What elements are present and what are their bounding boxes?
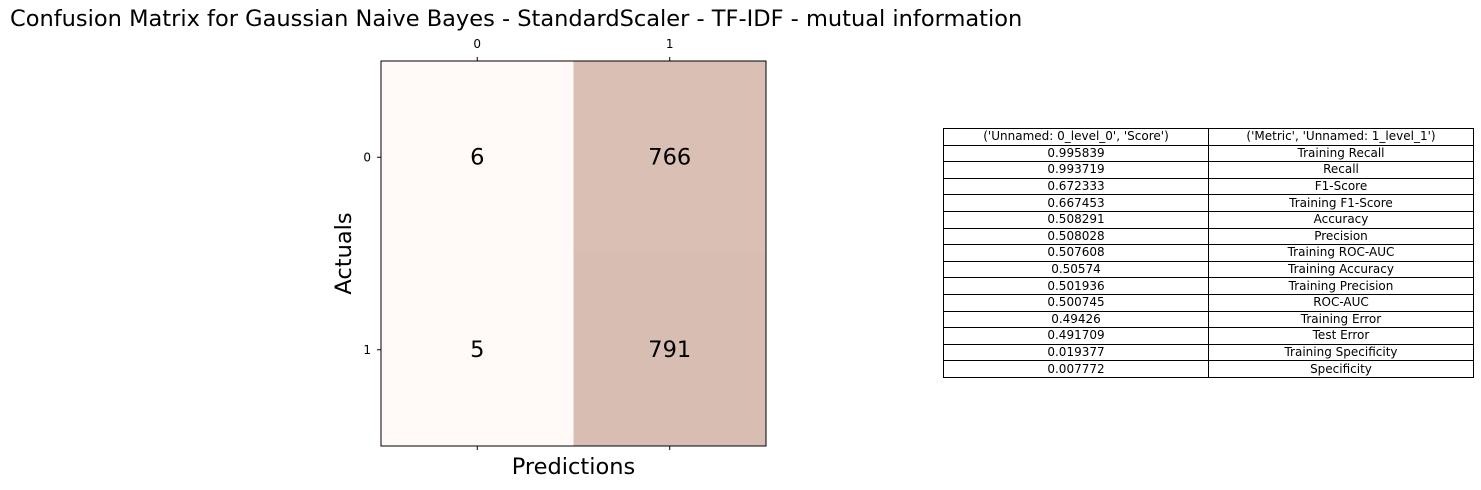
table-row: 0.007772 Specificity <box>943 360 1474 378</box>
chart-title: Confusion Matrix for Gaussian Naive Baye… <box>10 6 1023 32</box>
score-cell: 0.501936 <box>943 277 1209 295</box>
score-cell: 0.993719 <box>943 161 1209 179</box>
table-header-metric: ('Metric', 'Unnamed: 1_level_1') <box>1208 128 1474 146</box>
table-row: 0.667453 Training F1-Score <box>943 194 1474 212</box>
heatmap-cell <box>381 61 574 254</box>
metric-cell: Training Accuracy <box>1208 260 1474 279</box>
metric-cell: ROC-AUC <box>1208 293 1474 312</box>
table-row: 0.995839 Training Recall <box>943 144 1474 163</box>
metric-cell: Recall <box>1208 161 1474 179</box>
score-cell: 0.507608 <box>943 244 1209 262</box>
cell-value-label: 766 <box>648 144 691 170</box>
heatmap-cells: 6 766 5 791 <box>381 61 766 446</box>
metrics-table: ('Unnamed: 0_level_0', 'Score') ('Metric… <box>943 128 1474 378</box>
table-row: 0.501936 Training Precision <box>943 277 1474 295</box>
score-cell: 0.508291 <box>943 210 1209 229</box>
metric-cell: F1-Score <box>1208 177 1474 196</box>
y-axis-label: Actuals <box>331 212 357 294</box>
score-cell: 0.491709 <box>943 327 1209 345</box>
x-axis-label: Predictions <box>512 454 636 480</box>
cell-value-label: 5 <box>470 337 484 363</box>
metric-cell: Training Precision <box>1208 277 1474 295</box>
score-cell: 0.49426 <box>943 310 1209 329</box>
table-row: 0.49426 Training Error <box>943 310 1474 329</box>
axis-ticks: 0 1 0 1 <box>363 37 674 450</box>
x-tick-label: 1 <box>666 37 674 51</box>
metric-cell: Training Error <box>1208 310 1474 329</box>
heatmap-cell <box>573 61 766 254</box>
metric-cell: Training Recall <box>1208 144 1474 163</box>
table-row: 0.019377 Training Specificity <box>943 343 1474 362</box>
table-row: 0.993719 Recall <box>943 161 1474 179</box>
score-cell: 0.508028 <box>943 227 1209 246</box>
cell-value-label: 6 <box>470 144 484 170</box>
score-cell: 0.50574 <box>943 260 1209 279</box>
plot-frame <box>380 60 767 447</box>
metric-cell: Precision <box>1208 227 1474 246</box>
score-cell: 0.500745 <box>943 293 1209 312</box>
score-cell: 0.007772 <box>943 360 1209 378</box>
table-row: 0.491709 Test Error <box>943 327 1474 345</box>
score-cell: 0.995839 <box>943 144 1209 163</box>
metric-cell: Training Specificity <box>1208 343 1474 362</box>
table-row: 0.508291 Accuracy <box>943 210 1474 229</box>
metric-cell: Training F1-Score <box>1208 194 1474 212</box>
y-tick-label: 1 <box>363 343 371 357</box>
table-row: 0.507608 Training ROC-AUC <box>943 244 1474 262</box>
table-row: 0.500745 ROC-AUC <box>943 293 1474 312</box>
table-row: 0.672333 F1-Score <box>943 177 1474 196</box>
cell-value-label: 791 <box>648 337 691 363</box>
heatmap-cell <box>381 253 574 446</box>
confusion-matrix-chart: 6 766 5 791 0 1 0 1 Predictions Actuals <box>331 37 767 480</box>
table-row: 0.50574 Training Accuracy <box>943 260 1474 279</box>
score-cell: 0.667453 <box>943 194 1209 212</box>
x-tick-label: 0 <box>473 37 481 51</box>
table-row: 0.508028 Precision <box>943 227 1474 246</box>
metric-cell: Accuracy <box>1208 210 1474 229</box>
score-cell: 0.019377 <box>943 343 1209 362</box>
metric-cell: Test Error <box>1208 327 1474 345</box>
score-cell: 0.672333 <box>943 177 1209 196</box>
heatmap-cell <box>573 253 766 446</box>
metric-cell: Specificity <box>1208 360 1474 378</box>
metric-cell: Training ROC-AUC <box>1208 244 1474 262</box>
y-tick-label: 0 <box>363 150 371 164</box>
table-header-row: ('Unnamed: 0_level_0', 'Score') ('Metric… <box>943 128 1474 146</box>
table-header-score: ('Unnamed: 0_level_0', 'Score') <box>943 128 1209 146</box>
